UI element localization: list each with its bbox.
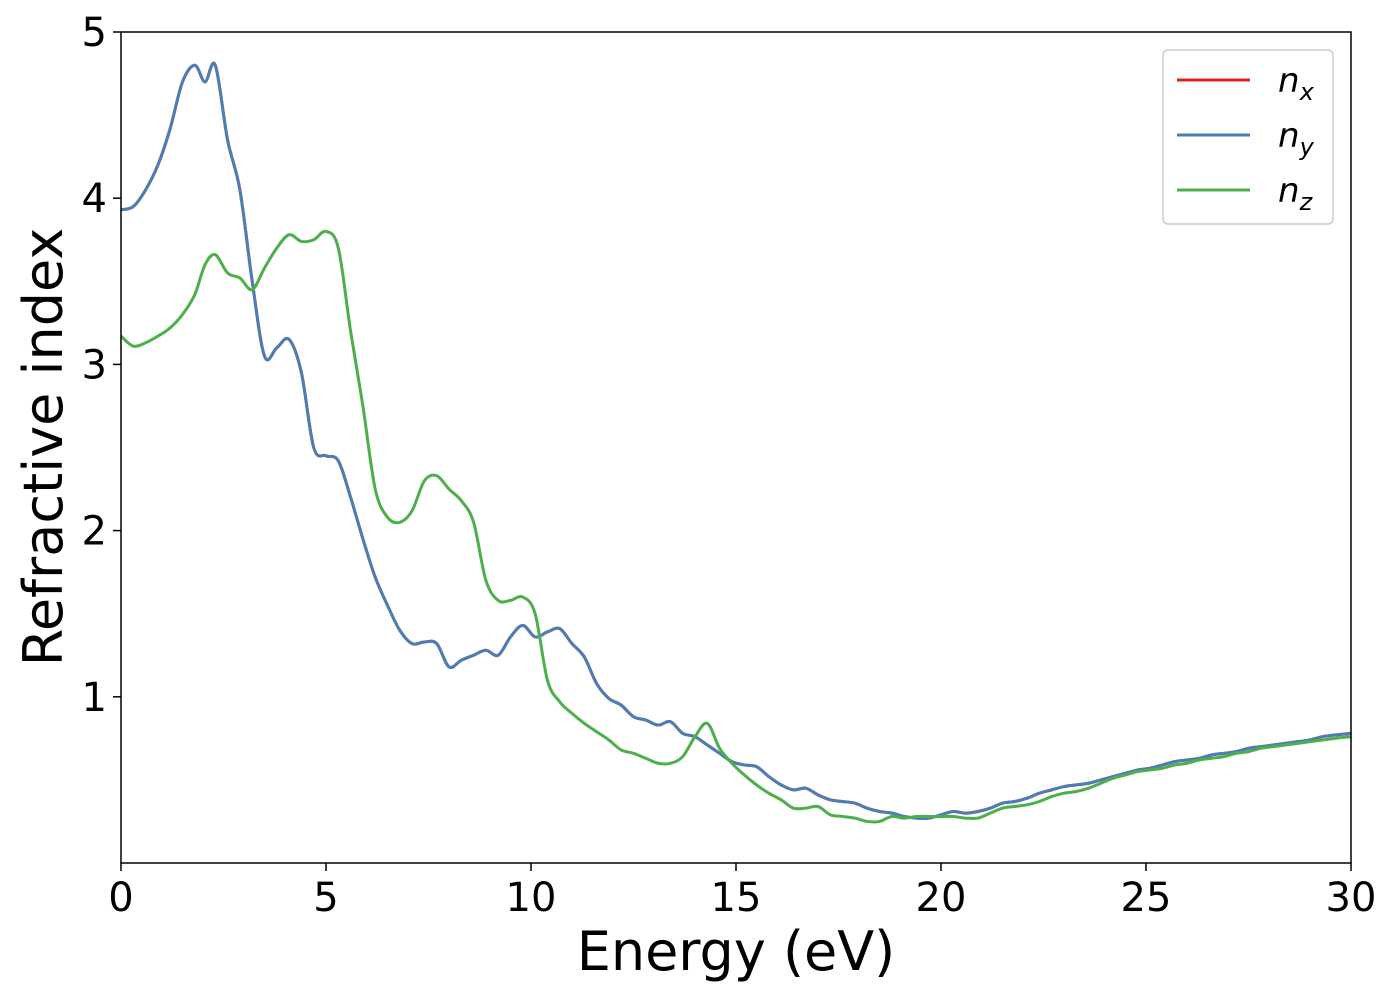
legend-box [1162, 49, 1334, 225]
x-axis-label: Energy (eV) [577, 920, 896, 983]
x-tick-label: 15 [711, 875, 762, 921]
y-axis-label: Refractive index [12, 228, 75, 667]
x-tick-label: 20 [916, 875, 967, 921]
series-line-nz [121, 229, 1351, 824]
legend-label-ny: ny [1278, 116, 1315, 161]
legend-label-nx: nx [1278, 61, 1315, 106]
x-tick-label: 25 [1121, 875, 1172, 921]
y-tick-label: 2 [82, 509, 107, 555]
legend-label-nz: nz [1278, 171, 1314, 216]
x-tick-label: 10 [506, 875, 557, 921]
x-tick-label: 0 [108, 875, 133, 921]
y-tick-label: 4 [82, 176, 107, 222]
y-tick-label: 5 [82, 10, 107, 56]
y-tick-label: 3 [82, 342, 107, 388]
y-tick-label: 1 [82, 675, 107, 721]
x-tick-label: 5 [313, 875, 338, 921]
x-tick-label: 30 [1326, 875, 1377, 921]
legend: nx ny nz [1162, 49, 1334, 225]
